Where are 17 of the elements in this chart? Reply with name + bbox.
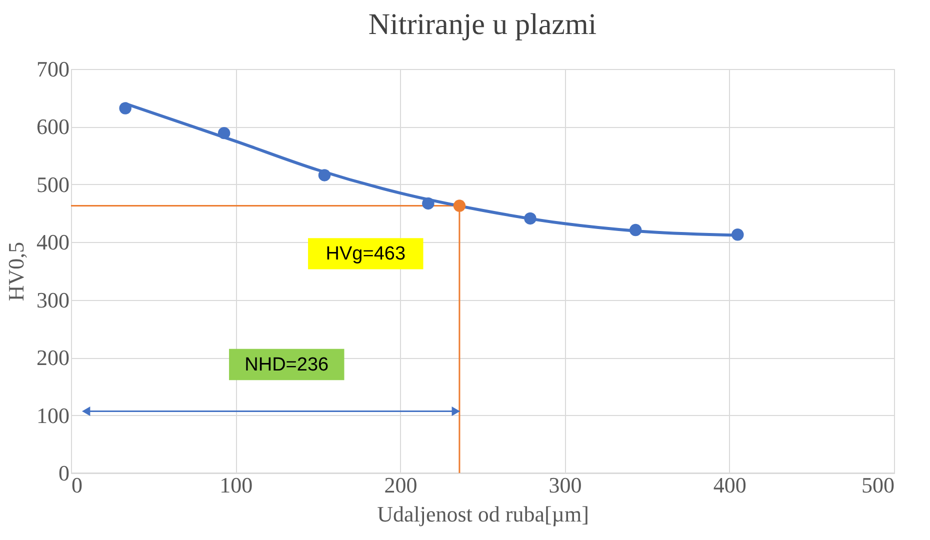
y-tick-label: 300	[36, 287, 70, 312]
y-tick-label: 100	[36, 402, 70, 428]
chart-title: Nitriranje u plazmi	[368, 8, 597, 41]
y-tick-label: 600	[36, 114, 70, 140]
y-axis-title: HV0,5	[4, 242, 28, 302]
y-tick-label: 500	[36, 172, 70, 197]
y-tick-label: 200	[36, 345, 70, 370]
x-tick-label: 300	[548, 472, 582, 498]
y-tick-label: 400	[36, 230, 70, 255]
x-tick-label: 500	[862, 472, 894, 498]
x-tick-label: 200	[384, 472, 418, 498]
annotation: NHD=236	[244, 354, 329, 376]
x-tick-label: 400	[713, 472, 746, 498]
annotation: HVg=463	[326, 244, 406, 265]
x-tick-label: 100	[220, 472, 253, 498]
y-tick-label: 700	[36, 56, 70, 82]
x-axis-title: Udaljenost od ruba[µm]	[377, 502, 589, 526]
